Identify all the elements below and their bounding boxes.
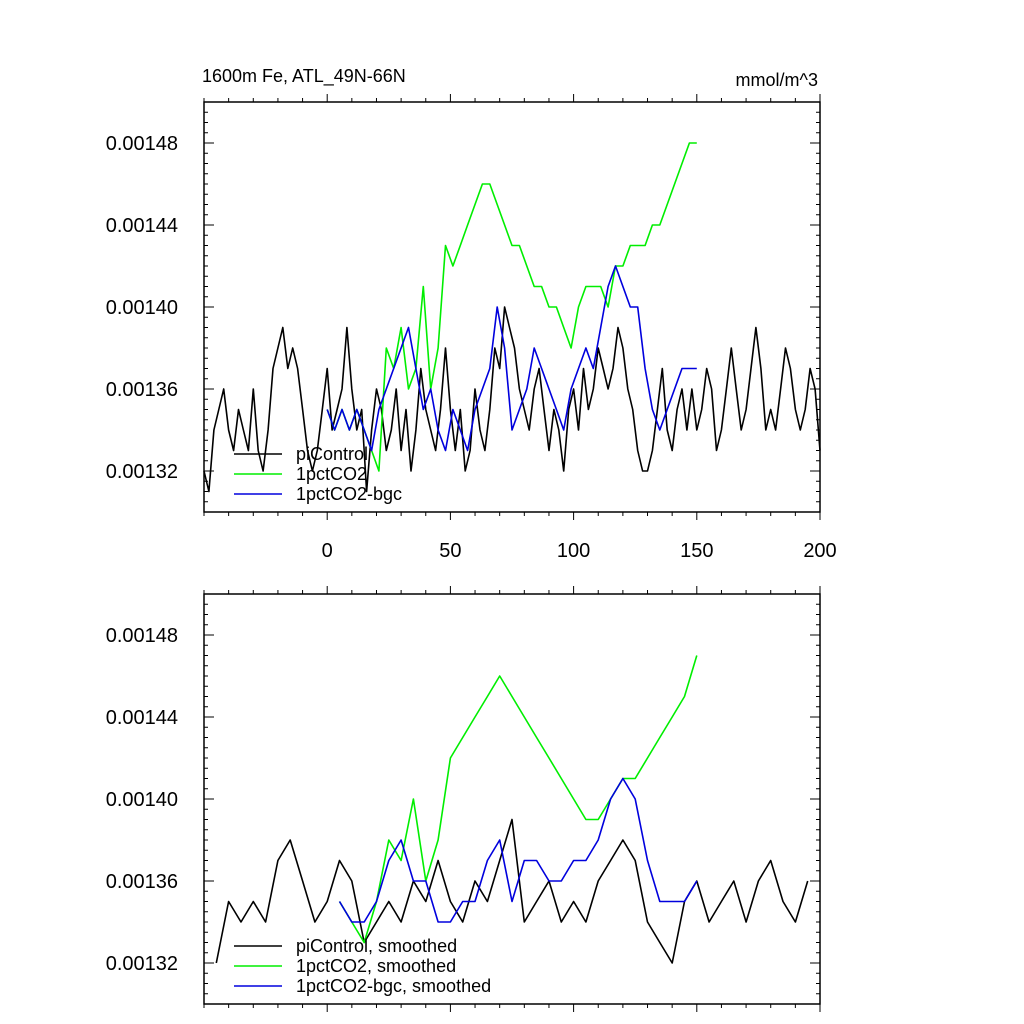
y-tick-label: 0.00132 [106, 461, 178, 483]
legend-label: piControl [296, 444, 368, 464]
legend-label: 1pctCO2-bgc [296, 484, 402, 504]
legend-label: piControl, smoothed [296, 936, 457, 956]
top-panel: 0.00132 0.00136 0.00140 0.00144 0.00148 0 50 10… [106, 94, 837, 562]
x-tick-label: 200 [803, 540, 836, 562]
y-tick-label: 0.00132 [106, 953, 178, 975]
y-tick-label: 0.00148 [106, 133, 178, 155]
x-tick-label: 50 [439, 540, 461, 562]
x-tick-label: 0 [322, 540, 333, 562]
units-label: mmol/m^3 [736, 70, 818, 90]
y-tick-label: 0.00140 [106, 789, 178, 811]
series-line [203, 306, 821, 493]
series-line [326, 142, 697, 472]
y-tick-label: 0.00140 [106, 297, 178, 319]
chart-title: 1600m Fe, ATL_49N-66N [202, 66, 406, 87]
series-line [338, 777, 698, 923]
y-tick-label: 0.00136 [106, 871, 178, 893]
legend-label: 1pctCO2 [296, 464, 367, 484]
legend-label: 1pctCO2-bgc, smoothed [296, 976, 491, 996]
y-tick-label: 0.00136 [106, 379, 178, 401]
y-tick-label: 0.00148 [106, 625, 178, 647]
x-tick-label: 100 [557, 540, 590, 562]
series-line [215, 818, 809, 964]
series-line [338, 655, 698, 944]
bottom-panel: 0.00132 0.00136 0.00140 0.00144 0.00148 piCon… [106, 586, 821, 1012]
y-tick-label: 0.00144 [106, 707, 178, 729]
y-tick-label: 0.00144 [106, 215, 178, 237]
x-tick-label: 150 [680, 540, 713, 562]
legend-label: 1pctCO2, smoothed [296, 956, 456, 976]
series-line [326, 265, 697, 452]
